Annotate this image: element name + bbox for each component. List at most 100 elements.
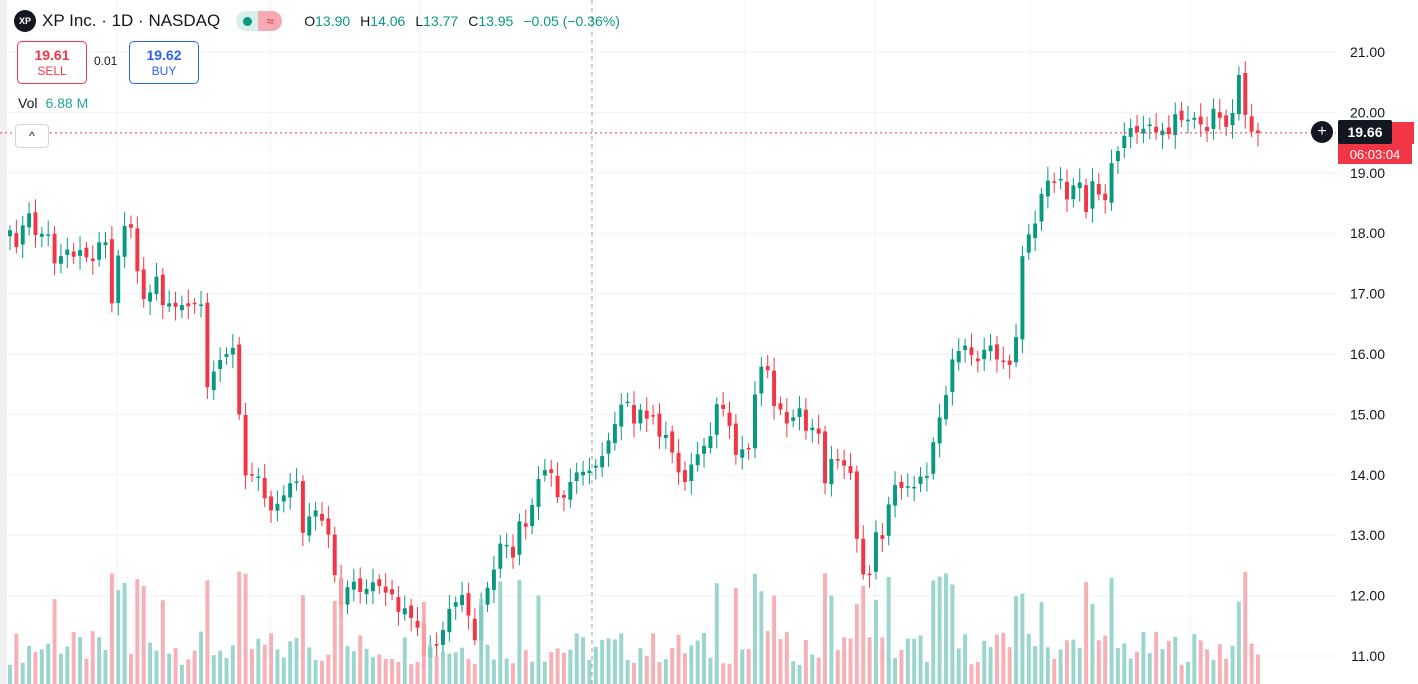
candle-body (670, 431, 675, 453)
candle-body (956, 350, 961, 363)
candle-body (1026, 234, 1031, 253)
volume-bar (810, 654, 815, 684)
candle-body (65, 249, 70, 255)
y-tick-label: 14.00 (1350, 467, 1385, 483)
volume-bar (504, 658, 509, 684)
candle-body (632, 405, 636, 424)
volume-bar (727, 663, 732, 684)
volume-bar (1014, 596, 1019, 684)
symbol-title[interactable]: XP Inc. · 1D · NASDAQ (42, 11, 221, 30)
y-tick-label: 19.00 (1350, 165, 1385, 181)
volume-bar (905, 638, 910, 684)
candle-body (797, 408, 802, 417)
volume-bar (1198, 640, 1203, 684)
candle-body (179, 305, 184, 311)
candle-body (332, 534, 337, 576)
volume-value: 6.88 M (45, 95, 89, 111)
market-status-pill[interactable]: ≈ (236, 11, 283, 31)
candle-body (1185, 119, 1190, 122)
volume-bar (186, 659, 191, 684)
candle-body (772, 370, 777, 406)
candle-body (52, 233, 57, 264)
volume-bar (1071, 639, 1076, 684)
candle-body (899, 481, 904, 489)
volume-bar (205, 580, 210, 684)
volume-bar (994, 634, 999, 684)
candle-body (517, 521, 522, 555)
volume-bar (702, 632, 707, 684)
candle-body (1039, 193, 1044, 222)
candle-body (377, 579, 382, 586)
candle-body (364, 588, 369, 595)
candle-body (651, 415, 656, 417)
volume-bar (415, 661, 420, 684)
volume-bar (670, 647, 675, 684)
volume-bar (1084, 582, 1089, 684)
candle-body (8, 230, 12, 237)
candle-body (1090, 181, 1095, 209)
add-alert-plus-icon[interactable]: + (1311, 121, 1333, 143)
candle-body (498, 543, 503, 569)
candle-body (116, 255, 121, 303)
volume-bar (332, 600, 337, 684)
volume-bar (460, 647, 465, 684)
volume-bar (1217, 644, 1222, 684)
candle-body (313, 510, 318, 517)
volume-bar (937, 576, 942, 684)
volume-bar (899, 649, 904, 684)
volume-bar (1122, 643, 1127, 684)
candle-body (530, 505, 535, 526)
volume-bar (27, 645, 32, 684)
y-tick-label: 18.00 (1350, 225, 1385, 241)
volume-bar (472, 663, 477, 684)
candle-body (1160, 130, 1165, 136)
buy-price: 19.62 (146, 46, 182, 63)
volume-bar (708, 657, 713, 684)
sell-button[interactable]: 19.61 SELL (17, 41, 87, 84)
volume-bar (1173, 636, 1178, 684)
volume-bar (587, 659, 592, 684)
volume-bar (873, 599, 878, 684)
candle-body (396, 597, 401, 612)
volume-bar (1185, 661, 1190, 684)
candle-body (358, 578, 363, 592)
volume-bar (1065, 640, 1069, 684)
candle-body (256, 476, 261, 479)
volume-bar (721, 663, 726, 684)
volume-bar (574, 633, 579, 684)
candle-body (963, 345, 968, 350)
candle-body (536, 479, 541, 507)
volume-bar (549, 652, 554, 684)
volume-bar (498, 581, 503, 684)
candle-body (600, 456, 605, 468)
volume-bar (466, 658, 471, 684)
candle-body (1192, 117, 1197, 120)
candle-body (854, 471, 859, 539)
volume-bar (1141, 631, 1146, 684)
volume-bar (313, 659, 318, 684)
candle-body (205, 302, 210, 388)
volume-legend: Vol 6.88 M (18, 95, 88, 111)
volume-bar (555, 648, 560, 684)
candle-body (606, 440, 611, 454)
buy-button[interactable]: 19.62 BUY (129, 41, 199, 84)
candle-body (727, 412, 732, 426)
collapse-legend-button[interactable]: ^ (15, 124, 49, 148)
candle-body (1065, 181, 1069, 200)
candle-body (975, 358, 980, 362)
volume-bar (351, 651, 356, 684)
volume-bar (823, 573, 827, 684)
volume-bar (39, 649, 44, 684)
candle-body (351, 581, 356, 590)
volume-bar (886, 576, 891, 684)
delayed-data-icon: ≈ (258, 11, 283, 31)
volume-bar (33, 652, 38, 684)
volume-bar (689, 645, 694, 684)
volume-bar (568, 649, 573, 684)
volume-bar (199, 631, 203, 684)
candle-body (944, 395, 948, 420)
candle-body (173, 302, 178, 307)
volume-bar (1192, 634, 1197, 684)
volume-bar (275, 649, 280, 684)
